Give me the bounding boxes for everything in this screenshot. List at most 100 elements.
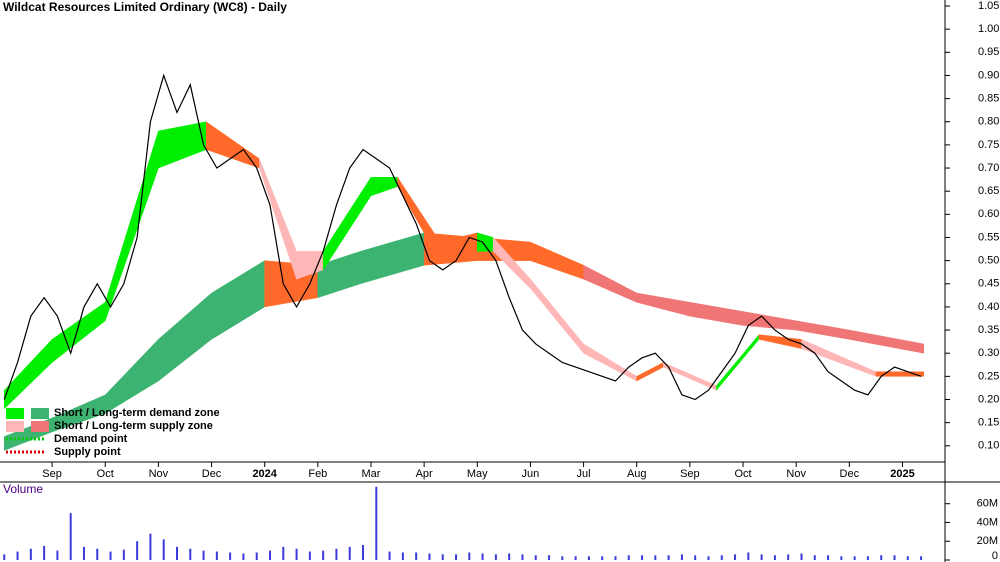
volume-bar	[96, 548, 99, 560]
volume-bar	[282, 546, 285, 560]
volume-bar	[481, 553, 484, 560]
volume-bar	[122, 549, 125, 560]
volume-bar	[508, 553, 511, 560]
volume-bar	[720, 555, 723, 560]
volume-bar	[587, 556, 590, 560]
volume-bar	[215, 551, 218, 560]
legend-label: Short / Long-term supply zone	[54, 420, 213, 432]
volume-bar	[893, 555, 896, 560]
volume-bar	[694, 555, 697, 560]
x-tick-label: Nov	[786, 468, 806, 480]
volume-bar	[641, 555, 644, 560]
x-tick-label: Apr	[416, 468, 433, 480]
volume-bar	[920, 556, 923, 560]
volume-bar	[840, 556, 843, 560]
x-tick-label: 2024	[252, 468, 277, 480]
y-tick-label: 0.25	[978, 370, 999, 382]
volume-bar	[242, 553, 245, 560]
volume-bar	[680, 554, 683, 560]
x-tick-label: Dec	[840, 468, 860, 480]
x-tick-label: 2025	[890, 468, 914, 480]
volume-bar	[654, 555, 657, 560]
y-tick-label: 0.10	[978, 440, 999, 452]
volume-bar	[614, 556, 617, 560]
y-tick-label: 0.90	[978, 69, 999, 81]
legend-label: Demand point	[54, 433, 128, 445]
volume-bar	[109, 551, 112, 560]
y-tick-label: 0.80	[978, 116, 999, 128]
volume-bar	[601, 556, 604, 560]
volume-bar	[747, 552, 750, 560]
volume-title: Volume	[3, 482, 43, 496]
x-tick-label: Jul	[577, 468, 591, 480]
volume-bar	[760, 554, 763, 560]
volume-bar	[415, 552, 418, 560]
x-tick-label: May	[467, 468, 488, 480]
y-tick-label: 0.95	[978, 46, 999, 58]
y-tick-label: 20M	[977, 535, 998, 547]
y-tick-label: 0.15	[978, 417, 999, 429]
volume-bar	[827, 555, 830, 560]
y-tick-label: 0.20	[978, 393, 999, 405]
y-tick-label: 0.60	[978, 208, 999, 220]
volume-bar	[322, 550, 325, 560]
volume-bar	[561, 556, 564, 560]
y-tick-label: 0.30	[978, 347, 999, 359]
volume-bar	[162, 539, 165, 560]
volume-bar	[468, 552, 471, 560]
legend-swatch	[6, 408, 24, 419]
volume-bar	[189, 548, 192, 560]
volume-bar	[269, 550, 271, 560]
x-tick-label: Jun	[522, 468, 540, 480]
legend-label: Supply point	[54, 446, 121, 458]
x-tick-label: Dec	[202, 468, 222, 480]
y-tick-label: 0.35	[978, 324, 999, 336]
volume-bar	[56, 550, 59, 560]
volume-bar	[521, 554, 524, 560]
volume-bar	[441, 554, 444, 560]
x-tick-label: Feb	[308, 468, 327, 480]
y-tick-label: 0	[992, 550, 998, 562]
volume-bar	[43, 545, 46, 560]
legend-swatch	[31, 421, 49, 432]
volume-bar	[813, 555, 816, 560]
volume-bar	[348, 546, 351, 560]
volume-bar	[388, 551, 391, 560]
volume-bar	[255, 552, 258, 560]
y-tick-label: 60M	[977, 498, 998, 510]
volume-bar	[734, 554, 737, 560]
x-tick-label: Nov	[149, 468, 169, 480]
volume-bar	[866, 556, 869, 560]
volume-bar	[16, 551, 19, 560]
price-line	[3, 73, 922, 401]
volume-bar	[229, 552, 232, 560]
volume-bar	[880, 555, 883, 560]
x-tick-label: Oct	[734, 468, 751, 480]
y-tick-label: 0.85	[978, 93, 999, 105]
volume-bar	[308, 551, 311, 560]
chart-title: Wildcat Resources Limited Ordinary (WC8)…	[3, 0, 287, 14]
x-tick-label: Oct	[97, 468, 114, 480]
volume-bar	[853, 556, 856, 560]
volume-bar	[534, 555, 537, 560]
volume-bar	[175, 546, 178, 560]
y-tick-label: 0.40	[978, 301, 999, 313]
volume-bar	[3, 554, 6, 560]
y-tick-label: 1.00	[978, 23, 999, 35]
volume-bar	[136, 541, 139, 560]
y-tick-label: 1.05	[978, 0, 999, 12]
zone-band	[849, 329, 924, 354]
volume-bar	[494, 554, 497, 560]
y-tick-label: 0.75	[978, 139, 999, 151]
volume-bar	[906, 556, 909, 560]
volume-bar	[548, 555, 551, 560]
volume-bar	[295, 548, 298, 560]
volume-bar	[202, 550, 205, 560]
y-tick-label: 0.55	[978, 231, 999, 243]
y-tick-label: 40M	[977, 516, 998, 528]
volume-bar	[29, 548, 32, 560]
x-tick-label: Aug	[627, 468, 647, 480]
y-tick-label: 0.50	[978, 255, 999, 267]
